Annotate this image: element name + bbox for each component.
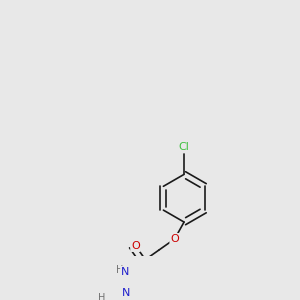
Text: N: N: [122, 288, 130, 298]
Text: Cl: Cl: [178, 142, 190, 152]
Text: H: H: [116, 265, 124, 275]
Text: N: N: [121, 267, 129, 277]
Text: O: O: [131, 241, 140, 251]
Text: H: H: [98, 293, 105, 300]
Text: O: O: [170, 234, 179, 244]
